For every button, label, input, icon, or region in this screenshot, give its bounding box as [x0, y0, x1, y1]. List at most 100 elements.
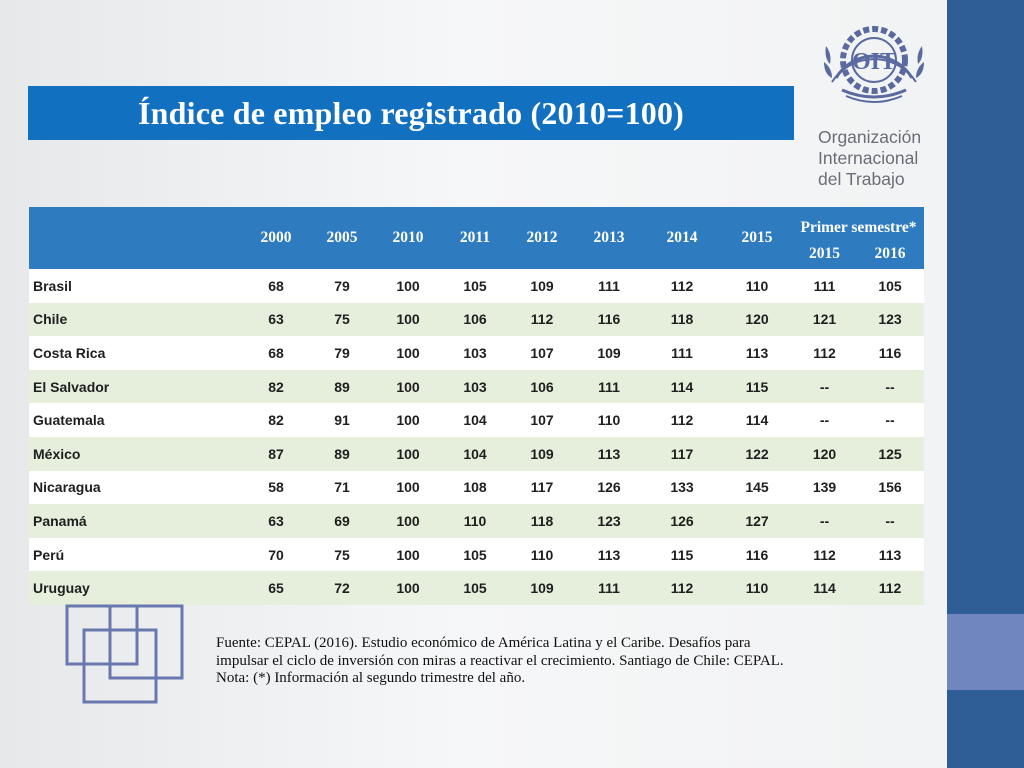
- value-cell: 79: [309, 269, 375, 303]
- value-cell: 105: [441, 571, 509, 605]
- value-cell: 91: [309, 403, 375, 437]
- value-cell: 112: [793, 336, 856, 370]
- country-cell: El Salvador: [29, 369, 243, 404]
- header-year: 2013: [575, 207, 643, 269]
- org-name-line-1: Organización: [818, 127, 922, 147]
- country-cell: Costa Rica: [29, 336, 243, 370]
- value-cell: 100: [375, 571, 441, 605]
- header-semester-year: 2015: [793, 239, 856, 269]
- table-row: El Salvador 82 89 100 103 106 111 114 115 -- --: [29, 369, 925, 404]
- value-cell: 116: [575, 302, 643, 337]
- table-row: Chile 63 75 100 106 112 116 118 120 121 123: [29, 302, 925, 337]
- value-cell: 63: [243, 504, 309, 538]
- header-year: 2000: [243, 207, 309, 269]
- decorative-squares: [65, 604, 184, 704]
- logo-text: OIT: [852, 49, 896, 75]
- header-year: 2015: [721, 207, 793, 269]
- value-cell: 104: [441, 403, 509, 437]
- header-year: 2014: [643, 207, 721, 269]
- value-cell: 114: [721, 403, 793, 437]
- value-cell: 113: [856, 537, 925, 572]
- value-cell: 145: [721, 470, 793, 505]
- value-cell: 87: [243, 436, 309, 471]
- value-cell: 82: [243, 369, 309, 404]
- header-year: 2012: [509, 207, 575, 269]
- value-cell: 114: [793, 571, 856, 605]
- value-cell: 100: [375, 470, 441, 505]
- value-cell: 112: [793, 537, 856, 572]
- value-cell: 89: [309, 436, 375, 471]
- table-row: Uruguay 65 72 100 105 109 111 112 110 114 112: [29, 571, 925, 605]
- org-name: Organización Internacional del Trabajo: [818, 127, 943, 190]
- source-line-3: Nota: (*) Información al segundo trimest…: [216, 670, 526, 686]
- value-cell: 100: [375, 269, 441, 303]
- value-cell: 103: [441, 369, 509, 404]
- table-body: Brasil 68 79 100 105 109 111 112 110 111 105 Chile 6…: [29, 269, 925, 605]
- value-cell: 120: [793, 436, 856, 471]
- value-cell: 72: [309, 571, 375, 605]
- title-banner: Índice de empleo registrado (2010=100): [28, 86, 794, 140]
- value-cell: 109: [509, 436, 575, 471]
- header-year: 2011: [441, 207, 509, 269]
- value-cell: 71: [309, 470, 375, 505]
- value-cell: 118: [643, 302, 721, 337]
- country-cell: Perú: [29, 537, 243, 572]
- value-cell: 110: [721, 269, 793, 303]
- country-cell: Guatemala: [29, 403, 243, 437]
- country-cell: Panamá: [29, 504, 243, 538]
- org-name-line-2: Internacional: [818, 148, 919, 168]
- country-cell: Brasil: [29, 269, 243, 303]
- value-cell: 127: [721, 504, 793, 538]
- header-country: [29, 207, 243, 269]
- table-row: Costa Rica 68 79 100 103 107 109 111 113 112 116: [29, 336, 925, 370]
- header-semester: Primer semestre*: [793, 207, 925, 239]
- value-cell: 118: [509, 504, 575, 538]
- table-row: Brasil 68 79 100 105 109 111 112 110 111 105: [29, 269, 925, 303]
- oit-logo-icon: OIT: [824, 26, 924, 103]
- source-line-1: Fuente: CEPAL (2016). Estudio económico …: [216, 635, 751, 651]
- value-cell: 70: [243, 537, 309, 572]
- value-cell: 109: [575, 336, 643, 370]
- value-cell: 105: [856, 269, 925, 303]
- value-cell: 110: [441, 504, 509, 538]
- value-cell: 111: [575, 269, 643, 303]
- value-cell: 110: [575, 403, 643, 437]
- value-cell: 89: [309, 369, 375, 404]
- value-cell: 115: [721, 369, 793, 404]
- value-cell: 109: [509, 269, 575, 303]
- value-cell: 116: [856, 336, 925, 370]
- value-cell: 112: [643, 571, 721, 605]
- value-cell: 100: [375, 436, 441, 471]
- value-cell: 100: [375, 403, 441, 437]
- value-cell: 114: [643, 369, 721, 404]
- value-cell: 123: [575, 504, 643, 538]
- table-row: Panamá 63 69 100 110 118 123 126 127 -- --: [29, 504, 925, 538]
- value-cell: --: [793, 403, 856, 437]
- table-subheader-row: 2015 2016: [29, 239, 925, 269]
- value-cell: --: [793, 504, 856, 538]
- value-cell: 104: [441, 436, 509, 471]
- table-row: México 87 89 100 104 109 113 117 122 120 125: [29, 436, 925, 471]
- value-cell: --: [856, 504, 925, 538]
- value-cell: 100: [375, 504, 441, 538]
- value-cell: 156: [856, 470, 925, 505]
- value-cell: 115: [643, 537, 721, 572]
- value-cell: 110: [509, 537, 575, 572]
- value-cell: 133: [643, 470, 721, 505]
- value-cell: 109: [509, 571, 575, 605]
- right-side-accent: [947, 614, 1024, 690]
- value-cell: 126: [643, 504, 721, 538]
- header-year: 2010: [375, 207, 441, 269]
- value-cell: 105: [441, 269, 509, 303]
- value-cell: 121: [793, 302, 856, 337]
- value-cell: 100: [375, 369, 441, 404]
- value-cell: 63: [243, 302, 309, 337]
- value-cell: 111: [793, 269, 856, 303]
- value-cell: 112: [643, 403, 721, 437]
- value-cell: 117: [509, 470, 575, 505]
- value-cell: 58: [243, 470, 309, 505]
- value-cell: 103: [441, 336, 509, 370]
- country-cell: México: [29, 436, 243, 471]
- value-cell: 69: [309, 504, 375, 538]
- table-row: Guatemala 82 91 100 104 107 110 112 114 -- --: [29, 403, 925, 437]
